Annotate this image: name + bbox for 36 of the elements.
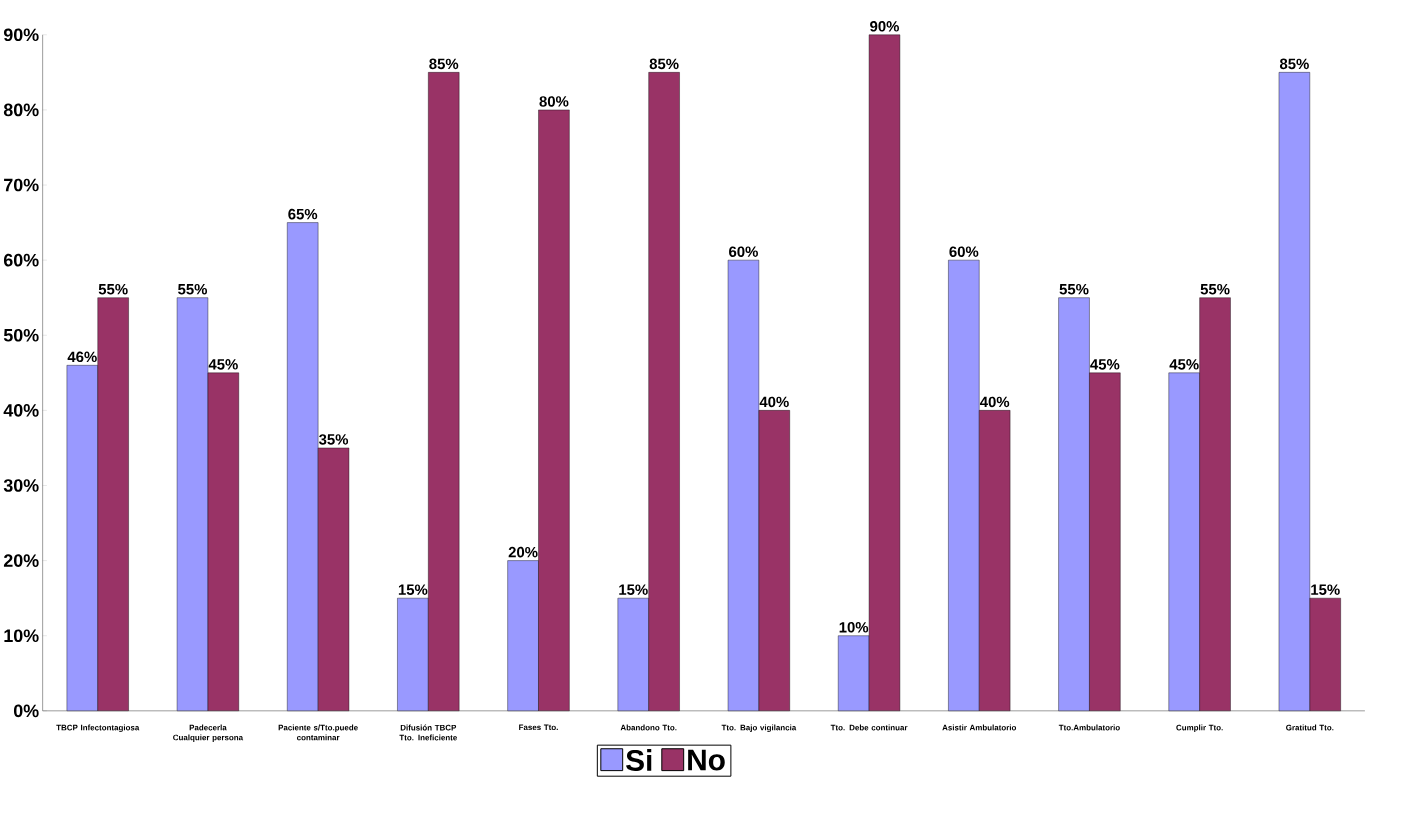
data-label: 55% (1059, 283, 1089, 295)
data-label: 65% (288, 208, 318, 220)
y-tick-label: 30% (3, 479, 39, 492)
data-label: 20% (508, 546, 538, 558)
y-tick-label: 70% (4, 178, 39, 192)
y-tick-label: 10% (4, 629, 39, 642)
data-label: 85% (429, 58, 459, 70)
data-label: 35% (318, 434, 349, 445)
data-label: 55% (178, 283, 208, 295)
legend-label: No (688, 749, 725, 771)
data-label: 46% (67, 351, 97, 363)
data-label: 55% (1200, 283, 1230, 295)
data-label: 45% (1090, 359, 1120, 370)
data-label: 40% (759, 396, 789, 408)
data-label: 60% (729, 246, 758, 257)
data-label: 85% (649, 58, 679, 70)
data-label: 80% (539, 96, 569, 107)
y-tick-label: 20% (3, 554, 39, 567)
data-label: 55% (98, 283, 128, 295)
y-tick-label: 90% (3, 28, 39, 42)
data-label: 10% (839, 621, 869, 633)
y-tick-label: 60% (3, 253, 39, 267)
data-label: 45% (208, 359, 238, 370)
data-label: 60% (949, 246, 979, 257)
data-label: 15% (1311, 584, 1340, 595)
y-tick-label: 50% (3, 328, 39, 342)
y-tick-label: 80% (3, 103, 39, 117)
data-label: 15% (398, 584, 428, 595)
legend-label: Si (626, 749, 652, 771)
data-label: 40% (979, 396, 1010, 408)
data-label: 85% (1279, 58, 1309, 70)
y-tick-label: 0% (13, 704, 39, 718)
data-label: 90% (870, 20, 900, 32)
y-tick-label: 40% (3, 403, 39, 417)
data-label: 15% (619, 584, 648, 595)
data-label: 45% (1169, 359, 1199, 370)
